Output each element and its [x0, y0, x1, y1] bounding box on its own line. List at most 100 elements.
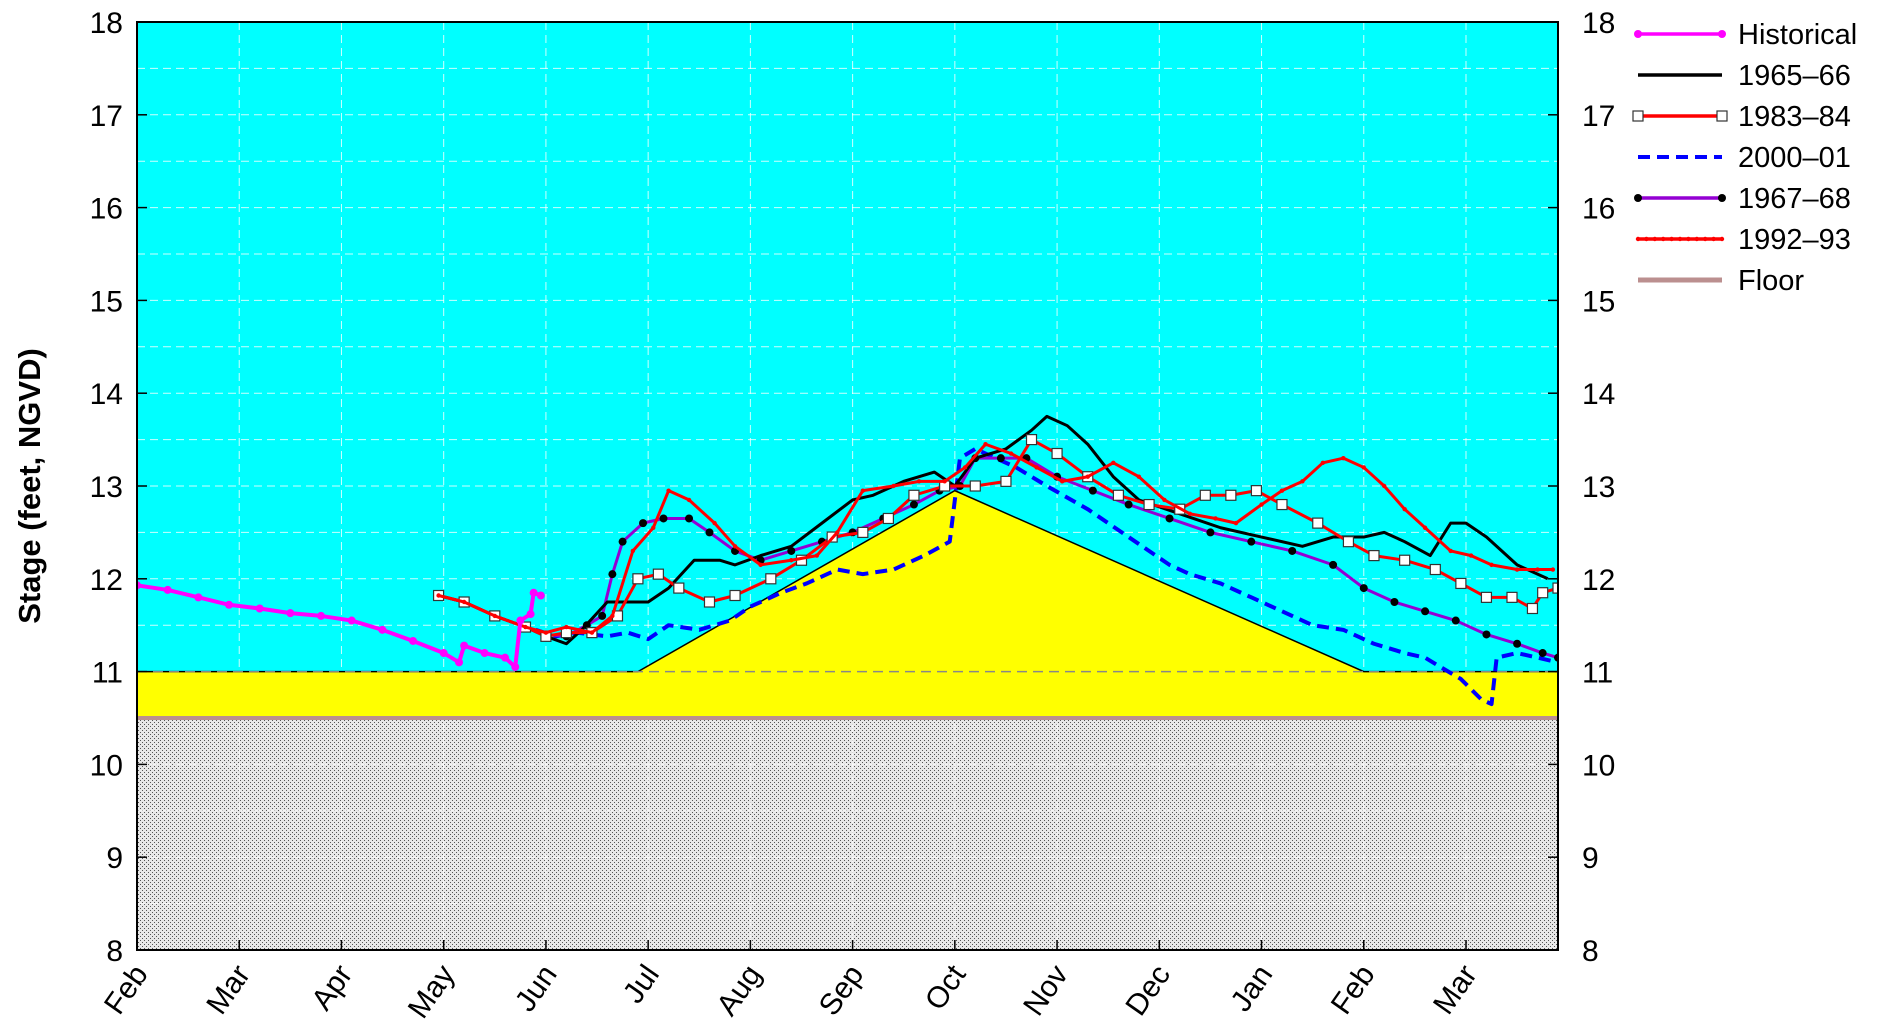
series-line [438, 414, 1549, 646]
legend-swatch-marker [1677, 236, 1683, 242]
series-point [1136, 474, 1142, 479]
series-line [137, 583, 542, 669]
series-point [882, 512, 894, 525]
y-tick-label-right: 8 [1582, 935, 1599, 968]
y-tick-label-right: 11 [1582, 657, 1613, 690]
series-point [1429, 563, 1441, 576]
series-point [1259, 502, 1264, 507]
y-tick-label-left: 16 [90, 193, 123, 226]
legend-swatch-marker [1634, 194, 1642, 202]
series-point [814, 553, 820, 558]
series-point [1213, 516, 1218, 521]
series-point [1112, 489, 1125, 501]
x-tick-label: Aug [710, 959, 768, 1022]
series-point [589, 630, 595, 635]
y-tick-label-left: 11 [92, 657, 123, 690]
legend-swatch-marker [1718, 30, 1726, 38]
x-tick-label: Apr [305, 959, 359, 1016]
series-point [455, 658, 464, 667]
series-point [1025, 434, 1038, 446]
x-tick-label: Jun [509, 959, 564, 1018]
series-point [317, 611, 326, 620]
series-point [1480, 591, 1493, 603]
series-point [1085, 474, 1090, 479]
series-point [789, 558, 794, 563]
series-point [1399, 554, 1411, 566]
series-point [758, 562, 763, 568]
series-point [705, 528, 714, 537]
series-point [460, 641, 469, 650]
x-tick-label: Sep [813, 959, 871, 1022]
below-floor-region [137, 718, 1558, 950]
series-point [1162, 497, 1167, 503]
series-point [255, 604, 264, 613]
series-point [526, 610, 535, 619]
series-point [536, 591, 545, 600]
series-point [439, 649, 448, 658]
legend-entry: 1992–93 [1635, 224, 1851, 256]
series-point [461, 599, 467, 605]
series-point [163, 585, 172, 594]
series-2000-01 [535, 446, 1558, 707]
y-axis-title: Stage (feet, NGVD) [12, 348, 47, 624]
series-point [1537, 587, 1549, 599]
series-point [666, 488, 671, 493]
y-tick-label-right: 14 [1582, 378, 1615, 411]
series-point [1320, 460, 1326, 465]
series-point [618, 537, 627, 546]
series-point [1368, 549, 1380, 562]
legend: Historical 1965–66 1983–84 2000–01 1967–68 19… [1632, 19, 1857, 297]
series-point [1402, 507, 1407, 512]
series-point [729, 589, 741, 602]
series-point [564, 624, 569, 630]
operating-zone-fill [137, 490, 1558, 718]
series-point [1382, 483, 1387, 489]
series-point [942, 479, 947, 484]
series-point [1342, 536, 1355, 548]
series-point [1300, 479, 1305, 484]
series-point [511, 662, 520, 671]
series-point [632, 573, 644, 585]
y-tick-label-right: 9 [1582, 842, 1599, 875]
series-point [286, 609, 295, 618]
series-point [916, 479, 922, 484]
x-tick-label: Feb [1325, 959, 1382, 1020]
series-point [1199, 489, 1211, 501]
series-point [651, 525, 656, 530]
series-point [1088, 486, 1097, 495]
x-tick-label: Mar [200, 959, 257, 1020]
legend-label: 1983–84 [1738, 101, 1851, 133]
series-point [1165, 514, 1174, 523]
series-point [516, 616, 525, 625]
series-point [860, 488, 866, 493]
series-layer [137, 414, 1558, 720]
series-point [1225, 489, 1237, 501]
y-tick-label-left: 9 [106, 842, 123, 875]
legend-label: 1967–68 [1738, 183, 1851, 215]
x-axis: Feb Mar Apr May Jun Jul Aug Sep Oct Nov Dec Jan Feb M… [98, 940, 1484, 1024]
series-point [1422, 525, 1428, 530]
series-point [1000, 475, 1012, 487]
legend-swatch-marker [1644, 236, 1649, 242]
series-point [712, 520, 717, 526]
series-point [639, 519, 648, 528]
series-point [1124, 500, 1133, 509]
y-tick-label-right: 16 [1582, 193, 1615, 226]
series-point [1468, 553, 1474, 558]
legend-swatch-marker [1703, 236, 1708, 242]
series-point [1008, 451, 1014, 456]
series-point [194, 593, 203, 602]
series-point [378, 625, 387, 634]
series-point [523, 624, 528, 630]
legend-label: 1965–66 [1738, 60, 1851, 92]
series-point [908, 489, 920, 501]
series-point [835, 530, 840, 535]
y-tick-label-left: 15 [90, 285, 123, 318]
series-point [1276, 498, 1288, 511]
y-tick-label-left: 14 [90, 378, 123, 411]
series-point [659, 514, 668, 523]
legend-swatch-marker [1661, 236, 1666, 242]
y-tick-label-right: 10 [1582, 749, 1615, 782]
x-tick-label: Mar [1427, 959, 1484, 1020]
legend-entry: 1967–68 [1634, 183, 1851, 215]
